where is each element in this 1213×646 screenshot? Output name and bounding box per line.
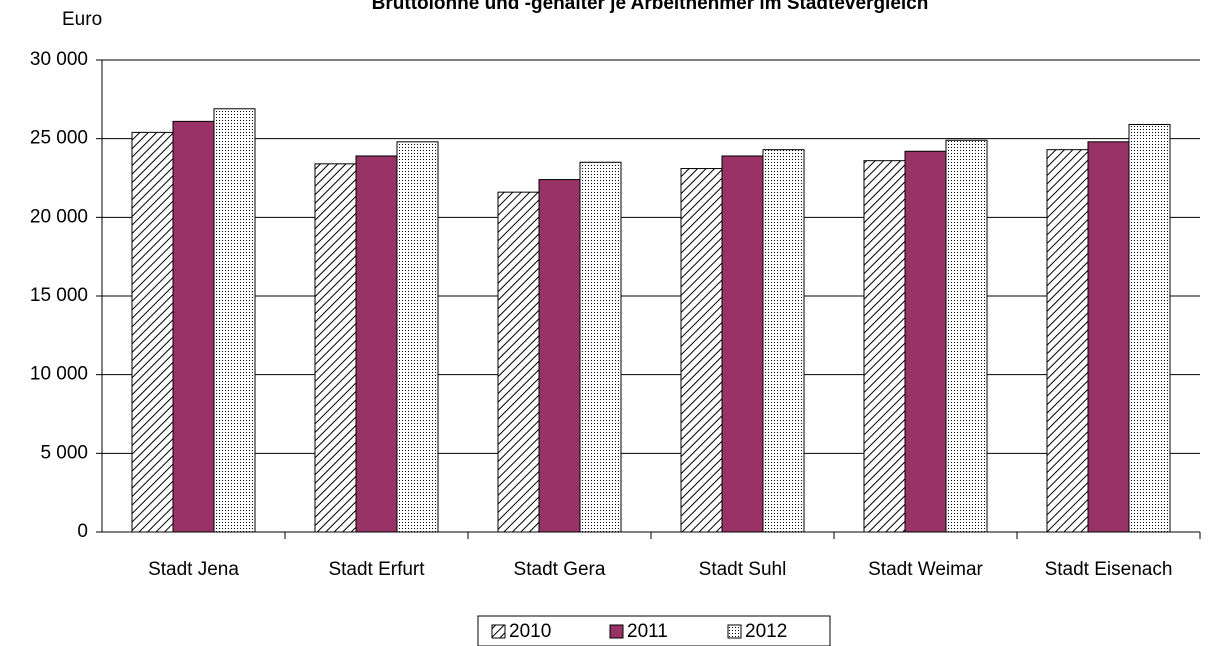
legend-label: 2010	[509, 621, 551, 642]
x-tick-label: Stadt Erfurt	[328, 559, 425, 580]
legend-swatch	[609, 624, 624, 639]
legend-swatch	[727, 624, 742, 639]
bar	[538, 179, 581, 533]
bar	[355, 155, 398, 533]
bar	[762, 149, 805, 533]
bar	[172, 120, 215, 533]
bar	[721, 155, 764, 533]
legend-box	[477, 615, 831, 646]
y-tick-label: 20 000	[30, 206, 88, 227]
legend-label: 2011	[627, 621, 668, 642]
y-tick-label: 0	[77, 521, 88, 542]
bar	[213, 108, 256, 533]
y-tick-label: 10 000	[30, 364, 88, 385]
bar	[497, 191, 540, 533]
x-tick-label: Stadt Gera	[514, 559, 606, 580]
x-tick-label: Stadt Weimar	[868, 559, 983, 580]
y-tick-label: 25 000	[30, 128, 88, 149]
bar	[131, 131, 174, 533]
y-tick-label: 15 000	[30, 285, 88, 306]
x-tick-label: Stadt Suhl	[699, 559, 787, 580]
bar	[396, 141, 439, 533]
bar	[579, 161, 622, 533]
legend-label: 2012	[745, 621, 787, 642]
y-tick-label: 5 000	[40, 442, 88, 463]
bar	[1087, 141, 1130, 533]
chart-title: Bruttolöhne und -gehälter je Arbeitnehme…	[372, 0, 929, 14]
bar	[1128, 124, 1171, 533]
bar	[863, 160, 906, 533]
y-tick-label: 30 000	[30, 49, 88, 70]
y-axis-label: Euro	[62, 9, 102, 30]
bar	[680, 168, 723, 533]
bar	[904, 150, 947, 533]
bar	[314, 163, 357, 533]
bar	[945, 139, 988, 533]
legend-swatch	[491, 624, 506, 639]
x-tick-label: Stadt Jena	[148, 559, 239, 580]
x-tick-label: Stadt Eisenach	[1045, 559, 1173, 580]
bar	[1046, 149, 1089, 533]
